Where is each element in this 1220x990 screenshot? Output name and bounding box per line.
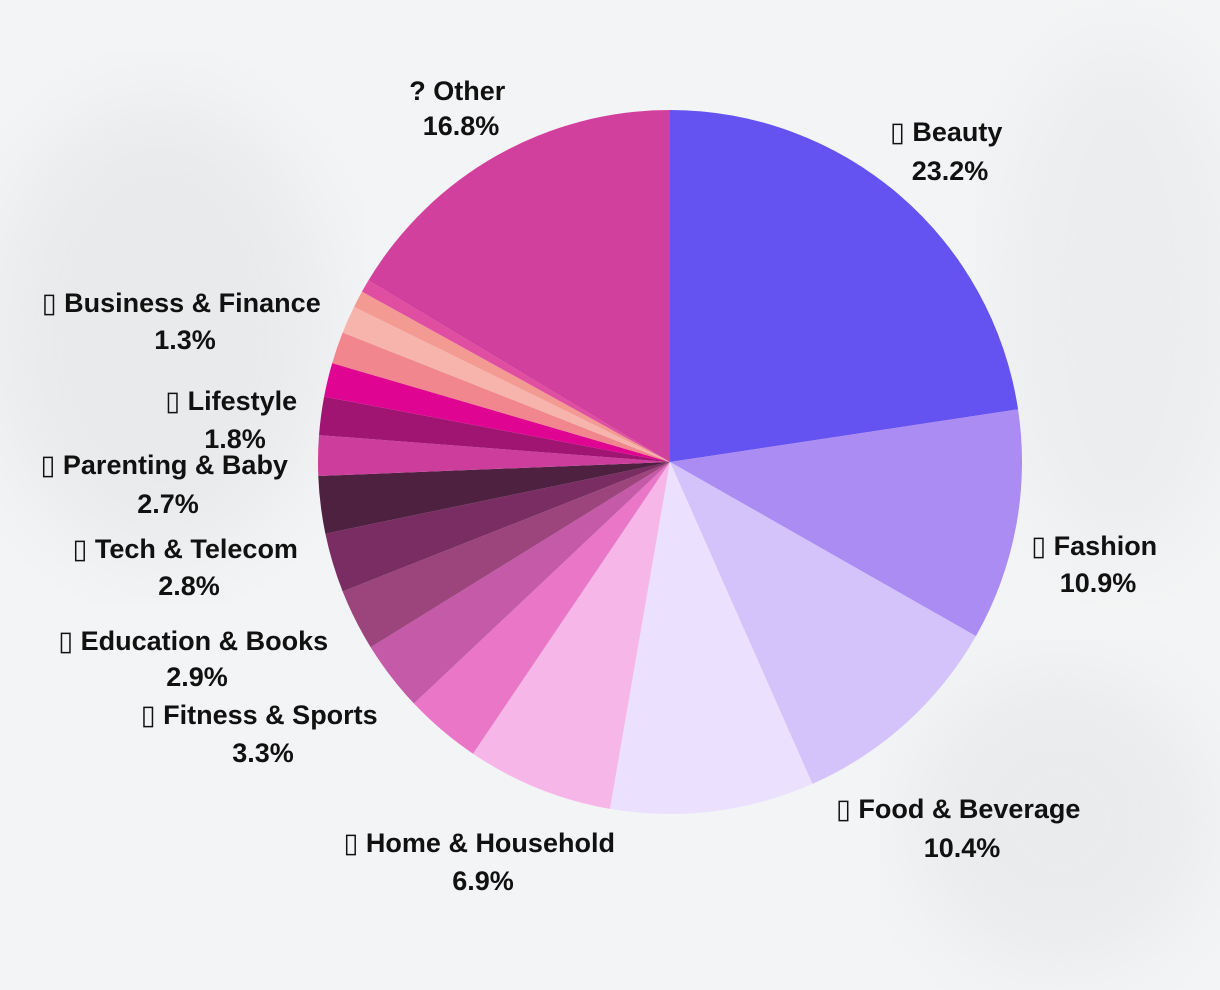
pie-slice-food-beverage [670,462,976,784]
label-beauty: ▯ Beauty 23.2% [890,117,1010,186]
pie-slice-fashion [670,409,1023,637]
pie-slice-unlabeled-16 [361,280,670,462]
pie-slice-fitness-sports [370,462,670,704]
label-home-household: ▯ Home & Household 6.9% [344,828,623,896]
label-fitness-sports: ▯ Fitness & Sports 3.3% [141,700,385,768]
pie-slice-other [368,110,670,462]
pie-slices [318,110,1023,815]
pie-slice-tech-telecom [325,462,670,592]
label-food-beverage: ▯ Food & Beverage 10.4% [836,794,1088,863]
pie-slice-unlabeled-10 [318,435,670,477]
pie-slice-unlabeled-3 [609,462,813,815]
pie-slice-unlabeled-13 [332,332,670,462]
pie-slice-beauty [670,110,1019,462]
pie-labels: ? Other 16.8% ▯ Beauty 23.2% ▯ Fashion 1… [41,76,1164,896]
label-other: ? Other 16.8% [409,76,513,141]
label-fashion: ▯ Fashion 10.9% [1031,531,1164,598]
pie-slice-home-household [472,462,670,809]
label-education-books: ▯ Education & Books 2.9% [58,626,335,692]
label-lifestyle: ▯ Lifestyle 1.8% [165,386,304,454]
pie-slice-business-finance [342,306,670,462]
label-business-finance: ▯ Business & Finance 1.3% [42,288,328,355]
label-tech-telecom: ▯ Tech & Telecom 2.8% [73,534,306,601]
pie-slice-unlabeled-15 [354,291,670,462]
pie-slice-lifestyle [319,396,670,462]
pie-slice-unlabeled-12 [324,363,670,462]
pie-slice-unlabeled-5 [413,462,670,754]
label-parenting-baby: ▯ Parenting & Baby 2.7% [41,450,296,519]
pie-slice-parenting-baby [318,462,670,534]
pie-slice-education-books [342,462,670,648]
